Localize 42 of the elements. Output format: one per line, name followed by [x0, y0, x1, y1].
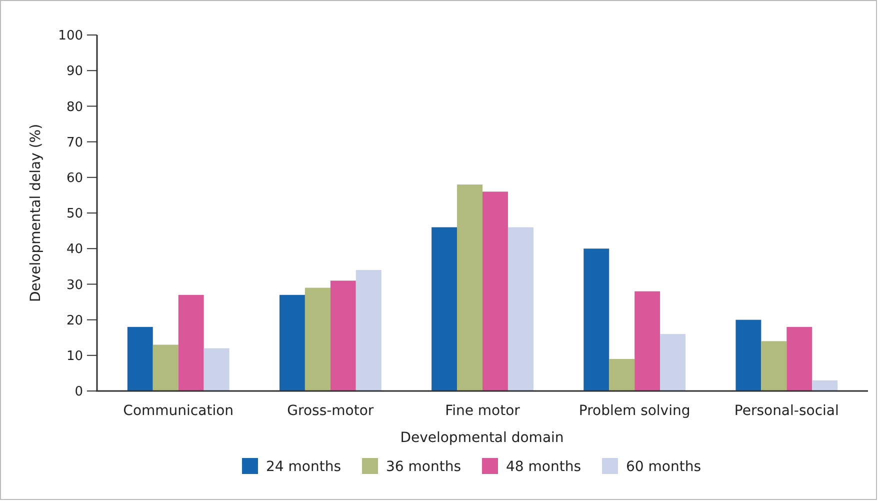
y-tick-label: 40: [66, 242, 83, 258]
bar: [152, 344, 178, 391]
y-tick-label: 30: [66, 278, 83, 293]
bar: [786, 326, 812, 391]
bar: [634, 291, 660, 391]
bar: [508, 227, 534, 391]
bar: [304, 288, 330, 391]
legend-label: 48 months: [506, 458, 581, 475]
bar: [482, 192, 508, 391]
bar: [761, 341, 787, 391]
bar: [812, 380, 838, 391]
bar: [432, 227, 458, 391]
bar: [279, 294, 305, 391]
x-axis-title: Developmental domain: [400, 430, 564, 446]
y-tick-label: 70: [66, 135, 83, 150]
bar: [356, 270, 382, 391]
legend-label: 24 months: [266, 458, 341, 475]
legend-label: 60 months: [626, 458, 701, 475]
bar: [736, 320, 762, 391]
bar: [609, 358, 635, 391]
y-tick-label: 10: [66, 348, 83, 364]
y-tick-label: 100: [58, 28, 83, 44]
bar: [127, 326, 153, 391]
y-tick-label: 90: [66, 64, 83, 80]
y-tick-label: 50: [66, 206, 83, 222]
bar: [204, 348, 230, 391]
y-tick-label: 20: [66, 313, 83, 328]
legend-label: 36 months: [386, 458, 461, 475]
y-tick-label: 80: [66, 100, 83, 115]
bar: [457, 184, 482, 391]
bar: [178, 294, 204, 391]
x-tick-label: Communication: [123, 403, 234, 419]
bar: [330, 280, 356, 391]
bar: [660, 334, 686, 391]
y-axis-title: Developmental delay (%): [28, 124, 44, 302]
y-tick-label: 0: [74, 384, 83, 400]
bar: [584, 248, 610, 391]
x-tick-label: Problem solving: [578, 403, 690, 419]
y-tick-label: 60: [66, 170, 83, 186]
x-tick-label: Gross-motor: [287, 403, 374, 419]
x-tick-label: Fine motor: [445, 403, 520, 419]
x-tick-label: Personal-social: [734, 403, 839, 419]
